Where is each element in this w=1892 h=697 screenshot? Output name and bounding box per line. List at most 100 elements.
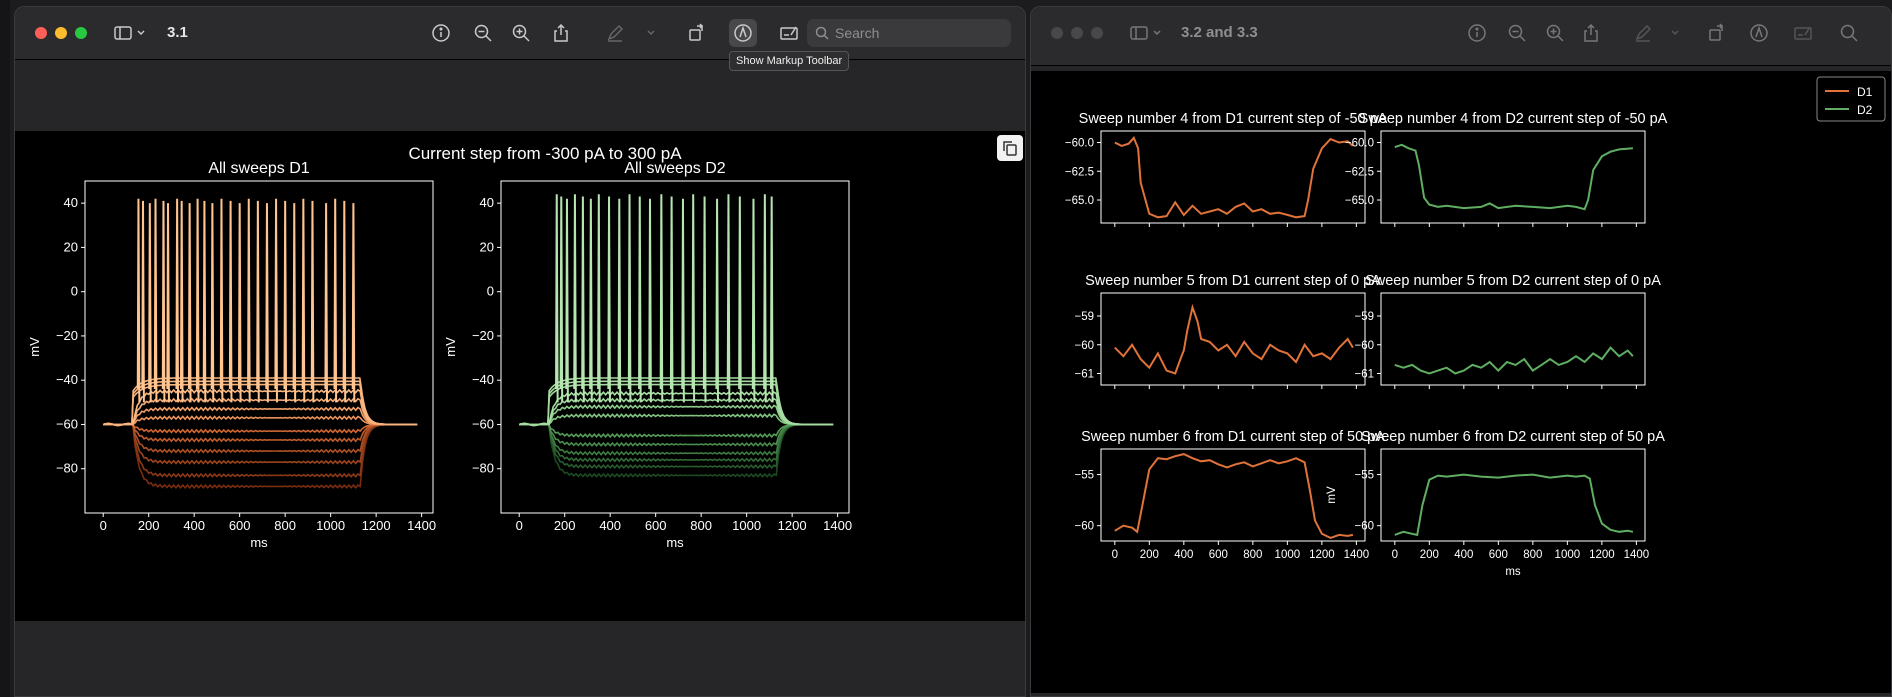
preview-window-right: 3.2 and 3.3 −60.0 −62.5 −65.0 Sweep number … — [1030, 6, 1892, 697]
y-tick-label: 0 — [487, 284, 494, 299]
sweep-trace — [102, 406, 418, 427]
form-icon[interactable] — [777, 21, 801, 45]
zoom-in-icon[interactable] — [509, 21, 533, 45]
search-icon[interactable] — [1837, 21, 1861, 45]
action-potential — [763, 194, 767, 403]
sidebar-icon[interactable] — [1127, 21, 1151, 45]
plot-frame — [500, 180, 850, 514]
action-potential — [617, 198, 622, 403]
action-potential — [179, 200, 184, 403]
sweep-trace — [518, 390, 834, 427]
search-icon — [815, 26, 829, 40]
plot-title: Sweep number 4 from D2 current step of -… — [1359, 111, 1668, 127]
sweep-trace-d1 — [1114, 136, 1354, 219]
x-tick-label: 400 — [183, 518, 205, 533]
search-input[interactable]: Search — [807, 19, 1011, 47]
x-tick-label: 0 — [100, 518, 107, 533]
action-potential — [202, 200, 207, 403]
window-toolbar: 3.2 and 3.3 — [1031, 7, 1891, 66]
close-button[interactable] — [1051, 27, 1063, 39]
chevron-down-icon[interactable] — [135, 21, 147, 45]
zoom-button[interactable] — [75, 27, 87, 39]
sidebar-icon[interactable] — [111, 21, 135, 45]
sweep-trace — [518, 397, 834, 427]
y-tick-label: −40 — [472, 372, 494, 387]
y-tick-label: −55 — [1354, 470, 1374, 482]
sweep-trace — [102, 422, 418, 490]
action-potential — [310, 200, 315, 403]
y-tick-label: −80 — [472, 461, 494, 476]
minimize-button[interactable] — [55, 27, 67, 39]
x-axis-label: ms — [250, 535, 268, 550]
plot-frame — [84, 180, 434, 514]
x-tick-label: 1400 — [1624, 549, 1650, 561]
highlight-chevron-icon[interactable] — [1669, 21, 1681, 45]
action-potential — [715, 198, 719, 403]
copy-icon[interactable] — [997, 135, 1023, 161]
markup-icon[interactable] — [1747, 21, 1771, 45]
y-tick-label: 40 — [480, 195, 494, 210]
x-tick-label: 600 — [229, 518, 251, 533]
search-placeholder: Search — [835, 25, 880, 41]
y-tick-label: −60 — [1354, 521, 1374, 533]
markup-icon[interactable] — [729, 19, 757, 47]
x-tick-label: 0 — [1112, 549, 1118, 561]
sweep-trace — [102, 415, 418, 427]
zoom-in-icon[interactable] — [1543, 21, 1567, 45]
x-tick-label: 0 — [1392, 549, 1398, 561]
sweep-trace — [102, 422, 418, 443]
action-potential — [228, 200, 233, 403]
y-tick-label: −60 — [1354, 340, 1374, 352]
highlight-icon[interactable] — [603, 21, 627, 45]
x-tick-label: 1200 — [778, 518, 807, 533]
rotate-icon[interactable] — [685, 21, 709, 45]
zoom-out-icon[interactable] — [471, 21, 495, 45]
y-tick-label: −62.5 — [1065, 166, 1094, 178]
window-toolbar: 3.1 Search — [15, 7, 1025, 60]
y-tick-label: −20 — [56, 328, 78, 343]
markup-tooltip: Show Markup Toolbar — [729, 51, 850, 71]
x-tick-label: 600 — [1209, 549, 1228, 561]
sweep-trace — [518, 404, 834, 427]
close-button[interactable] — [35, 27, 47, 39]
action-potential — [607, 196, 611, 403]
sweep-trace — [102, 422, 418, 465]
action-potential — [573, 194, 577, 403]
sweep-trace — [102, 422, 418, 478]
highlight-icon[interactable] — [1631, 21, 1655, 45]
x-tick-label: 200 — [1420, 549, 1439, 561]
sweep-trace-d1 — [1114, 303, 1354, 375]
window-title: 3.1 — [167, 24, 188, 41]
plot-frame — [1100, 448, 1366, 542]
window-title: 3.2 and 3.3 — [1181, 24, 1258, 41]
sweep-trace — [518, 422, 834, 478]
sweep-trace — [102, 422, 418, 454]
sweeps-figure: Current step from -300 pA to 300 pA0 200 4… — [27, 144, 852, 550]
zoom-button[interactable] — [1091, 27, 1103, 39]
action-potential — [648, 198, 652, 403]
info-icon[interactable] — [429, 21, 453, 45]
minimize-button[interactable] — [1071, 27, 1083, 39]
action-potential — [265, 203, 269, 403]
legend-label-d1: D1 — [1857, 85, 1873, 99]
share-icon[interactable] — [549, 21, 573, 45]
chevron-down-icon[interactable] — [1151, 21, 1163, 45]
x-tick-label: 400 — [1454, 549, 1473, 561]
form-icon[interactable] — [1791, 21, 1815, 45]
figure-suptitle: Current step from -300 pA to 300 pA — [408, 144, 682, 163]
x-tick-label: 800 — [274, 518, 296, 533]
highlight-chevron-icon[interactable] — [645, 21, 657, 45]
plot-frame — [1380, 448, 1646, 542]
y-tick-label: −65.0 — [1345, 195, 1374, 207]
action-potential — [195, 198, 200, 403]
share-icon[interactable] — [1579, 21, 1603, 45]
zoom-out-icon[interactable] — [1505, 21, 1529, 45]
action-potential — [559, 196, 564, 403]
rotate-icon[interactable] — [1705, 21, 1729, 45]
x-tick-label: 0 — [516, 518, 523, 533]
info-icon[interactable] — [1465, 21, 1489, 45]
action-potential — [351, 203, 356, 403]
x-tick-label: 1400 — [1344, 549, 1370, 561]
y-tick-label: −60 — [1074, 521, 1094, 533]
spiking-sweep-trace — [519, 377, 834, 426]
